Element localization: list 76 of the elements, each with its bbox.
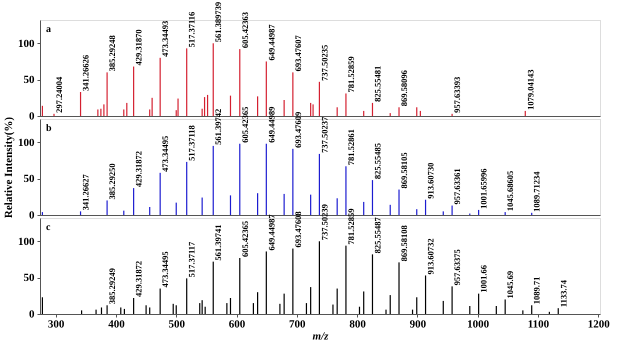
annotation: b: [46, 123, 52, 134]
x-tick-label: 400: [108, 318, 126, 330]
annotation: c: [46, 222, 51, 233]
annotation: 1045.69: [505, 270, 516, 298]
annotation: 825.55487: [372, 216, 382, 254]
x-axis-title: m/z: [312, 330, 330, 342]
annotation: 429.31872: [134, 260, 144, 297]
y-tick-label: 0: [29, 110, 35, 122]
annotation: 781.52859: [346, 208, 356, 245]
annotation: 385.29248: [107, 35, 118, 72]
y-axis-title: Relative Intensity(%): [3, 116, 15, 218]
y-tick-label: 100: [18, 38, 35, 50]
annotation: 693.47607: [292, 34, 303, 72]
annotation: 605.42363: [240, 12, 250, 48]
annotation: 517.37116: [186, 12, 197, 48]
annotation: 517.37118: [186, 125, 197, 161]
annotation: 693.47609: [292, 112, 303, 148]
annotation: 341.26627: [80, 173, 91, 210]
annotation: 781.52859: [346, 56, 356, 92]
annotation: 561.39742: [213, 108, 224, 145]
x-tick-label: 300: [48, 318, 65, 330]
x-tick-label: 1100: [528, 318, 550, 330]
x-tick-label: 1200: [588, 318, 610, 330]
annotation: 1089.71: [532, 276, 542, 304]
annotation: 429.31870: [134, 29, 144, 66]
annotation: 1001.65996: [478, 168, 489, 209]
annotation: 473.34493: [160, 20, 170, 57]
x-tick-label: 1000: [467, 318, 490, 330]
annotation: 605.42365: [240, 220, 250, 257]
annotation: 1045.68605: [505, 170, 516, 212]
annotation: 605.42365: [240, 106, 250, 143]
annotation: 561.389739: [213, 2, 224, 42]
y-tick-label: 50: [24, 173, 35, 186]
annotation: 561.39741: [213, 224, 224, 261]
annotation: 957.63375: [452, 249, 462, 286]
annotation: 1001.66: [478, 265, 489, 293]
y-tick-label: 50: [24, 272, 35, 284]
annotation: 737.50235: [319, 44, 330, 81]
annotation: 385.29250: [107, 163, 118, 200]
annotation: 517.37117: [186, 240, 197, 278]
annotation: 649.44987: [266, 24, 276, 60]
x-tick-label: 500: [168, 318, 186, 330]
x-tick-label: 700: [289, 318, 306, 330]
annotation: 869.58105: [399, 152, 410, 189]
y-tick-label: 0: [29, 210, 35, 222]
y-tick-label: 50: [24, 74, 35, 86]
annotation: 473.34495: [160, 251, 170, 288]
annotation: 473.34495: [160, 136, 170, 172]
annotation: 1133.74: [558, 279, 568, 308]
annotation: 1079.04143: [525, 70, 536, 110]
annotation: 693.47608: [292, 211, 303, 248]
annotation: 825.55485: [372, 142, 382, 180]
annotation: 1089.71234: [532, 170, 542, 212]
annotation: 869.58108: [399, 225, 410, 262]
annotation: 869.58096: [399, 70, 410, 106]
y-tick-label: 100: [18, 236, 35, 248]
annotation: 957.63393: [452, 76, 462, 113]
annotation: 649.44989: [266, 106, 276, 143]
annotation: 737.50239: [319, 204, 330, 240]
annotation: 825.55481: [372, 66, 382, 102]
annotation: 913.60732: [426, 238, 436, 274]
annotation: 737.50237: [319, 116, 330, 153]
annotation: 341.26626: [80, 54, 91, 91]
annotation: 649.44987: [266, 214, 276, 250]
annotation: 957.63361: [452, 168, 462, 205]
x-tick-label: 600: [228, 318, 246, 330]
annotation: 429.31872: [134, 150, 144, 188]
y-tick-label: 0: [29, 308, 35, 320]
x-tick-label: 900: [410, 318, 427, 330]
x-tick-label: 800: [349, 318, 366, 330]
annotation: a: [46, 24, 51, 35]
annotation: 385.29249: [107, 268, 118, 304]
y-tick-label: 100: [18, 136, 35, 149]
annotation: 781.52861: [346, 129, 356, 166]
annotation: 913.60730: [426, 162, 436, 199]
annotation: 297.24004: [54, 76, 64, 113]
